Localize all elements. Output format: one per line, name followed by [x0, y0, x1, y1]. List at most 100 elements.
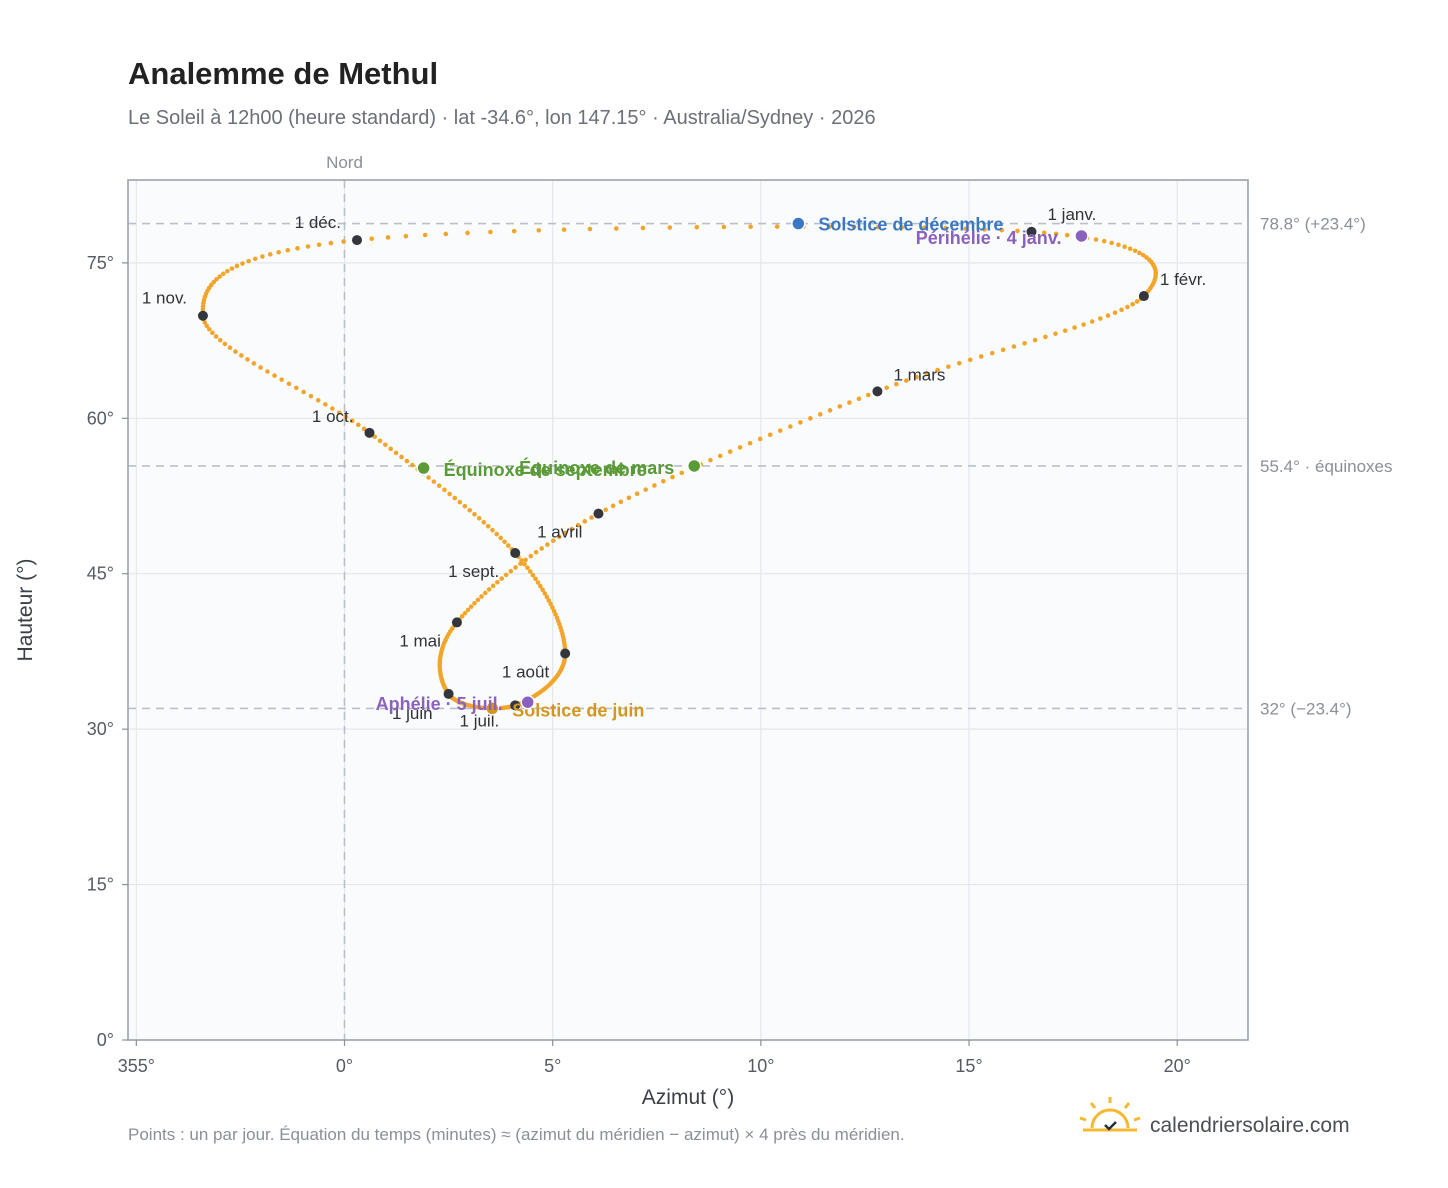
daily-sun-point [1022, 340, 1027, 346]
daily-sun-point [1101, 238, 1107, 244]
daily-sun-point [305, 244, 311, 249]
month-markers: 1 janv. 1 févr. 1 mars 1 avril 1 mai 1 juin 1 … [142, 205, 1206, 731]
daily-sun-point [233, 349, 238, 354]
daily-sun-point [328, 240, 334, 246]
daily-sun-point [267, 252, 273, 257]
daily-sun-point [308, 393, 314, 399]
daily-sun-point [924, 371, 930, 376]
daily-sun-point [640, 225, 646, 231]
daily-sun-point [774, 224, 780, 229]
daily-sun-point [661, 478, 666, 484]
daily-sun-point [486, 587, 492, 592]
month-marker-label: 1 avril [537, 523, 582, 542]
y-tick-label: 60° [87, 408, 114, 428]
daily-sun-point [1109, 240, 1114, 246]
x-tick-label: 10° [747, 1056, 774, 1076]
daily-sun-point [539, 546, 545, 551]
daily-sun-point [1122, 244, 1127, 249]
event-marker-label: Aphélie · 5 juil. [376, 694, 503, 714]
daily-sun-point [530, 572, 536, 578]
daily-sun-point [276, 249, 281, 255]
month-marker-label: 1 mai [399, 631, 441, 650]
x-tick-label: 15° [955, 1056, 982, 1076]
daily-sun-point [221, 271, 226, 277]
daily-sun-point [943, 225, 948, 231]
sun-logo-icon [1079, 1097, 1141, 1132]
daily-sun-point [245, 357, 250, 362]
month-marker-point [1026, 226, 1037, 237]
daily-sun-point [341, 239, 346, 244]
daily-sun-point [494, 531, 500, 537]
daily-sun-point [634, 491, 640, 497]
daily-sun-point [210, 330, 215, 336]
month-marker-point [510, 548, 521, 559]
daily-sun-point [1119, 307, 1124, 313]
daily-sun-point [286, 381, 292, 387]
daily-sun-point [301, 389, 306, 395]
event-marker-label: Solstice de juin [512, 700, 644, 720]
daily-sun-point [935, 367, 940, 373]
x-axis-ticks: 355° 0° 5° 10° 15° 20° [118, 1040, 1191, 1076]
daily-sun-point [525, 565, 530, 571]
daily-sun-point [563, 530, 568, 536]
event-marker-label: Solstice de décembre [818, 215, 1003, 235]
daily-sun-point [472, 511, 477, 517]
daily-sun-point [546, 598, 552, 603]
x-axis-title: Azimut (°) [642, 1086, 734, 1109]
chart-title: Analemme de Methul [128, 56, 438, 91]
daily-sun-point [315, 397, 321, 403]
daily-sun-point [457, 499, 463, 505]
daily-sun-point [476, 516, 482, 521]
daily-sun-point [533, 576, 538, 582]
daily-sun-point [589, 515, 594, 520]
y-tick-label: 15° [87, 875, 114, 895]
daily-sun-point [717, 453, 723, 459]
month-marker-label: 1 déc. [295, 213, 341, 232]
reference-line-label: 78.8° (+23.4°) [1260, 215, 1366, 234]
daily-sun-point [488, 229, 493, 235]
daily-sun-point [667, 225, 673, 230]
daily-sun-point [603, 507, 608, 513]
daily-sun-point [316, 242, 322, 248]
month-marker-label: 1 janv. [1047, 205, 1096, 224]
daily-sun-point [465, 607, 471, 613]
daily-sun-point [217, 274, 223, 279]
daily-sun-point [1093, 237, 1099, 242]
daily-sun-point [1098, 316, 1103, 321]
daily-sun-point [217, 337, 223, 343]
daily-sun-point [410, 462, 415, 468]
month-marker-label: 1 févr. [1160, 270, 1206, 289]
daily-sun-point [533, 549, 539, 555]
daily-sun-point [343, 414, 349, 420]
daily-sun-point [498, 535, 504, 541]
daily-sun-point [481, 519, 487, 525]
daily-sun-point [385, 235, 391, 240]
plot-area [128, 180, 1248, 1040]
daily-sun-point [626, 495, 632, 501]
daily-sun-point [285, 247, 291, 253]
daily-sun-point [536, 228, 542, 233]
daily-sun-point [1125, 304, 1130, 310]
daily-sun-point [1105, 313, 1111, 318]
daily-sun-point [904, 378, 909, 383]
daily-sun-point [502, 539, 507, 545]
daily-sun-point [827, 408, 833, 413]
month-marker-label: 1 nov. [142, 289, 187, 308]
event-marker-label: Périhélie · 4 janv. [916, 228, 1062, 248]
daily-sun-point [721, 224, 727, 230]
y-axis-ticks: 0° 15° 30° 45° 60° 75° [87, 253, 128, 1050]
daily-sun-point [260, 254, 265, 259]
daily-sun-point [222, 341, 228, 347]
event-marker-point [416, 460, 431, 476]
daily-sun-point [670, 474, 675, 480]
daily-sun-point [252, 256, 258, 262]
month-marker-label: 1 sept. [448, 562, 499, 581]
daily-sun-point [548, 601, 553, 607]
daily-sun-point [694, 224, 700, 230]
month-marker-point [451, 617, 462, 628]
daily-sun-point [204, 323, 210, 329]
daily-sun-point [643, 487, 648, 492]
y-tick-label: 75° [87, 253, 114, 273]
